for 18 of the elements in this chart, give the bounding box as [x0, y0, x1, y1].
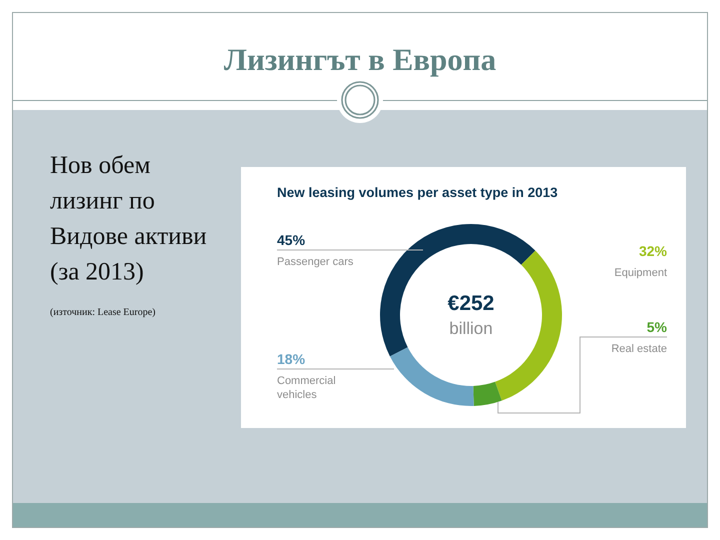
text: Нов обем лизинг по Видове активи (за 2013): [50, 152, 207, 286]
data-label: 45%: [277, 232, 306, 248]
slice-label: Equipment: [614, 267, 667, 279]
slice-label: Passenger cars: [277, 256, 354, 268]
donut-slice: [473, 382, 502, 406]
slice-label: Real estate: [611, 343, 667, 355]
text: (източник: Lease Europe): [50, 307, 156, 318]
slice-label: Commercial vehicles: [277, 375, 336, 401]
donut-slice: [380, 224, 536, 356]
text: Лизингът в Европа: [224, 42, 497, 77]
data-label: 32%: [638, 243, 668, 259]
chart-title: New leasing volumes per asset type in 2013: [277, 185, 558, 200]
donut-slice: [390, 347, 474, 406]
data-label: 18%: [277, 351, 306, 367]
data-label: 5%: [646, 319, 668, 335]
donut-slice: [495, 250, 562, 401]
text: €252: [448, 292, 494, 315]
text: billion: [449, 319, 493, 338]
